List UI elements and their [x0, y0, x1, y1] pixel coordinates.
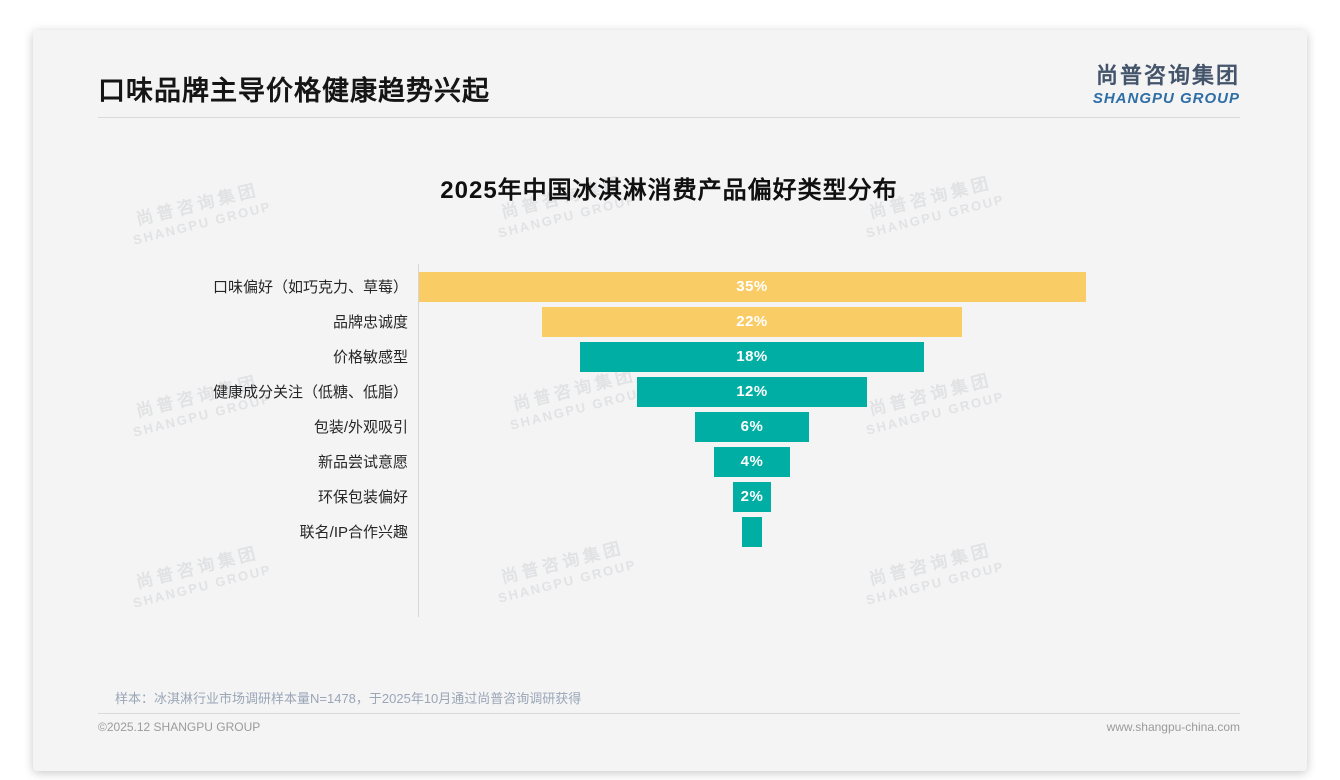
funnel-row: 健康成分关注（低糖、低脂） 12%	[98, 374, 1086, 409]
watermark-en: SHANGPU GROUP	[864, 558, 1007, 608]
category-label: 新品尝试意愿	[317, 454, 408, 471]
bar-value-label: 12%	[736, 383, 768, 400]
bar-value-label: 2%	[740, 488, 764, 505]
watermark-en: SHANGPU GROUP	[496, 556, 639, 606]
slide: 尚普咨询集团 SHANGPU GROUP 尚普咨询集团 SHANGPU GROUP …	[33, 30, 1307, 771]
bar-area	[418, 516, 1086, 547]
funnel-rows: 口味偏好（如巧克力、草莓） 35% 品牌忠诚度 22% 价格敏感型 18% 健康成分关注（低…	[98, 269, 1086, 549]
bar-area: 12%	[418, 376, 1086, 407]
funnel-row: 品牌忠诚度 22%	[98, 304, 1086, 339]
footer: ©2025.12 SHANGPU GROUP www.shangpu-china…	[98, 720, 1240, 734]
watermark-en: SHANGPU GROUP	[131, 561, 274, 611]
funnel-bar: 18%	[580, 341, 924, 372]
category-label: 口味偏好（如巧克力、草莓）	[212, 279, 408, 296]
bar-area: 4%	[418, 446, 1086, 477]
funnel-row: 环保包装偏好 2%	[98, 479, 1086, 514]
chart-axis-line	[418, 264, 419, 617]
funnel-chart: 口味偏好（如巧克力、草莓） 35% 品牌忠诚度 22% 价格敏感型 18% 健康成分关注（低…	[98, 264, 1086, 617]
bar-value-label: 4%	[740, 453, 764, 470]
category-label: 健康成分关注（低糖、低脂）	[212, 384, 408, 401]
bar-area: 18%	[418, 341, 1086, 372]
funnel-bar: 2%	[732, 481, 772, 512]
funnel-row: 联名/IP合作兴趣	[98, 514, 1086, 549]
category-label: 价格敏感型	[332, 349, 408, 366]
funnel-bar	[742, 516, 762, 547]
bar-area: 35%	[418, 271, 1086, 302]
company-logo: 尚普咨询集团 SHANGPU GROUP	[1093, 58, 1240, 107]
bar-value-label: 35%	[736, 278, 768, 295]
bar-area: 22%	[418, 306, 1086, 337]
category-label: 联名/IP合作兴趣	[299, 524, 408, 541]
funnel-row: 包装/外观吸引 6%	[98, 409, 1086, 444]
page-title: 口味品牌主导价格健康趋势兴起	[98, 76, 490, 107]
funnel-row: 口味偏好（如巧克力、草莓） 35%	[98, 269, 1086, 304]
category-label: 包装/外观吸引	[313, 419, 408, 436]
website-link[interactable]: www.shangpu-china.com	[1106, 720, 1240, 734]
bar-value-label: 18%	[736, 348, 768, 365]
bar-area: 6%	[418, 411, 1086, 442]
sample-footnote: 样本：冰淇淋行业市场调研样本量N=1478，于2025年10月通过尚普咨询调研获…	[115, 691, 582, 706]
category-label: 品牌忠诚度	[332, 314, 408, 331]
category-label: 环保包装偏好	[317, 489, 408, 506]
funnel-bar: 35%	[418, 271, 1086, 302]
logo-cn-text: 尚普咨询集团	[1095, 63, 1240, 88]
funnel-bar: 6%	[694, 411, 810, 442]
watermark-en: SHANGPU GROUP	[131, 198, 274, 248]
header: 口味品牌主导价格健康趋势兴起 尚普咨询集团 SHANGPU GROUP	[98, 30, 1240, 118]
logo-en-text: SHANGPU GROUP	[1092, 90, 1240, 107]
funnel-bar: 12%	[637, 376, 867, 407]
bar-area: 2%	[418, 481, 1086, 512]
footer-divider	[98, 713, 1240, 714]
funnel-bar: 22%	[542, 306, 962, 337]
funnel-bar: 4%	[713, 446, 791, 477]
bar-value-label: 6%	[740, 418, 764, 435]
funnel-row: 新品尝试意愿 4%	[98, 444, 1086, 479]
bar-value-label: 22%	[736, 313, 768, 330]
chart-title: 2025年中国冰淇淋消费产品偏好类型分布	[440, 177, 898, 204]
funnel-row: 价格敏感型 18%	[98, 339, 1086, 374]
copyright-text: ©2025.12 SHANGPU GROUP	[98, 720, 261, 734]
